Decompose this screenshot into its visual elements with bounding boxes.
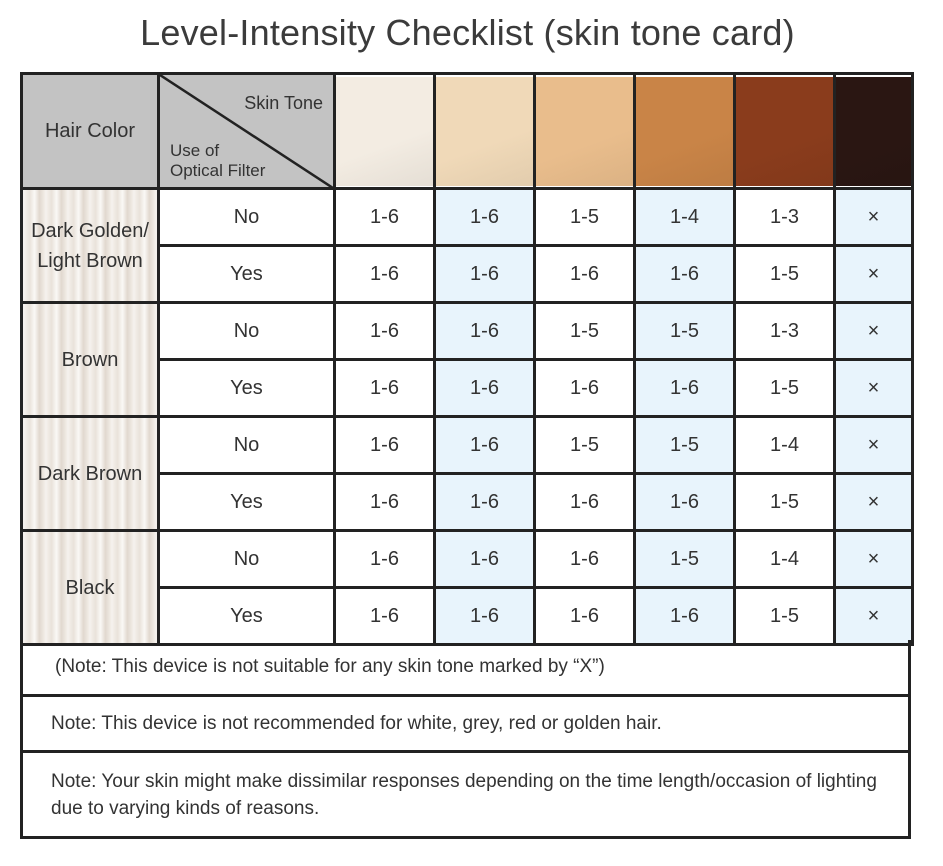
value-cell: 1-5 [733, 472, 836, 532]
filter-cell: No [157, 415, 336, 475]
skin-tone-swatch-1 [333, 72, 436, 190]
table-row: Black No 1-6 1-6 1-6 1-5 1-4 × [20, 529, 914, 646]
filter-header-line-2: Optical Filter [170, 161, 266, 180]
value-cell: 1-6 [433, 415, 536, 475]
optical-filter-header: Use of Optical Filter [170, 141, 265, 181]
hair-color-label: Dark Golden/Light Brown [31, 219, 149, 272]
value-cell: × [833, 187, 914, 247]
value-cell: 1-6 [533, 244, 636, 304]
value-cell: 1-4 [633, 187, 736, 247]
diagonal-header-cell: Skin Tone Use of Optical Filter [157, 72, 336, 190]
value-cell: 1-6 [633, 586, 736, 646]
value-cell: × [833, 415, 914, 475]
value-cell: 1-6 [533, 586, 636, 646]
hair-color-dark-golden-light-brown: Dark Golden/Light Brown [20, 187, 160, 304]
filter-header-line-1: Use of [170, 141, 220, 160]
hair-color-brown: Brown [20, 301, 160, 418]
table-row: Dark Golden/Light Brown No 1-6 1-6 1-5 1… [20, 187, 914, 304]
value-cell: 1-3 [733, 301, 836, 361]
skin-tone-swatch-6 [833, 72, 914, 190]
filter-cell: No [157, 301, 336, 361]
value-cell: 1-3 [733, 187, 836, 247]
header-row: Hair Color Skin Tone Use of Optical Filt… [20, 72, 914, 190]
value-cell: 1-6 [433, 529, 536, 589]
value-cell: × [833, 244, 914, 304]
value-cell: 1-6 [433, 358, 536, 418]
value-cell: 1-6 [333, 244, 436, 304]
value-cell: 1-6 [533, 358, 636, 418]
value-cell: 1-5 [533, 301, 636, 361]
filter-cell: Yes [157, 244, 336, 304]
value-cell: 1-6 [333, 472, 436, 532]
table-row: Dark Brown No 1-6 1-6 1-5 1-5 1-4 × [20, 415, 914, 532]
skin-tone-swatch-4 [633, 72, 736, 190]
note-hair-color: Note: This device is not recommended for… [20, 697, 911, 753]
hair-color-dark-brown: Dark Brown [20, 415, 160, 532]
filter-cell: Yes [157, 358, 336, 418]
value-cell: 1-5 [633, 301, 736, 361]
value-cell: 1-6 [333, 358, 436, 418]
skin-tone-swatch-5 [733, 72, 836, 190]
filter-cell: Yes [157, 586, 336, 646]
value-cell: × [833, 358, 914, 418]
value-cell: 1-6 [633, 358, 736, 418]
skin-tone-swatch-2 [433, 72, 536, 190]
hair-color-header: Hair Color [20, 72, 160, 190]
value-cell: 1-6 [433, 301, 536, 361]
intensity-table: Hair Color Skin Tone Use of Optical Filt… [20, 72, 914, 646]
filter-cell: No [157, 187, 336, 247]
notes-section: (Note: This device is not suitable for a… [20, 640, 911, 839]
value-cell: 1-6 [333, 301, 436, 361]
table-row: Yes 1-6 1-6 1-6 1-6 1-5 × [22, 586, 914, 646]
value-cell: 1-6 [333, 415, 436, 475]
hair-color-black: Black [20, 529, 160, 646]
note-skin-response: Note: Your skin might make dissimilar re… [20, 753, 911, 839]
value-cell: 1-6 [433, 187, 536, 247]
value-cell: × [833, 529, 914, 589]
value-cell: × [833, 586, 914, 646]
table-row: Yes 1-6 1-6 1-6 1-6 1-5 × [22, 244, 914, 304]
page-title: Level-Intensity Checklist (skin tone car… [140, 12, 795, 53]
filter-cell: Yes [157, 472, 336, 532]
value-cell: 1-5 [633, 529, 736, 589]
value-cell: × [833, 472, 914, 532]
value-cell: 1-6 [433, 472, 536, 532]
table-row: Yes 1-6 1-6 1-6 1-6 1-5 × [22, 358, 914, 418]
value-cell: 1-6 [333, 586, 436, 646]
value-cell: 1-5 [533, 415, 636, 475]
value-cell: 1-6 [433, 586, 536, 646]
value-cell: 1-5 [533, 187, 636, 247]
value-cell: 1-5 [733, 586, 836, 646]
table-row: Yes 1-6 1-6 1-6 1-6 1-5 × [22, 472, 914, 532]
value-cell: 1-4 [733, 529, 836, 589]
value-cell: 1-4 [733, 415, 836, 475]
skin-tone-header: Skin Tone [244, 93, 323, 113]
value-cell: 1-6 [333, 529, 436, 589]
value-cell: 1-5 [733, 358, 836, 418]
diagonal-divider [160, 75, 336, 190]
value-cell: × [833, 301, 914, 361]
value-cell: 1-5 [733, 244, 836, 304]
value-cell: 1-6 [633, 244, 736, 304]
value-cell: 1-6 [433, 244, 536, 304]
value-cell: 1-5 [633, 415, 736, 475]
value-cell: 1-6 [533, 529, 636, 589]
value-cell: 1-6 [633, 472, 736, 532]
skin-tone-swatch-3 [533, 72, 636, 190]
filter-cell: No [157, 529, 336, 589]
note-not-suitable: (Note: This device is not suitable for a… [20, 640, 911, 697]
value-cell: 1-6 [533, 472, 636, 532]
value-cell: 1-6 [333, 187, 436, 247]
table-row: Brown No 1-6 1-6 1-5 1-5 1-3 × [20, 301, 914, 418]
